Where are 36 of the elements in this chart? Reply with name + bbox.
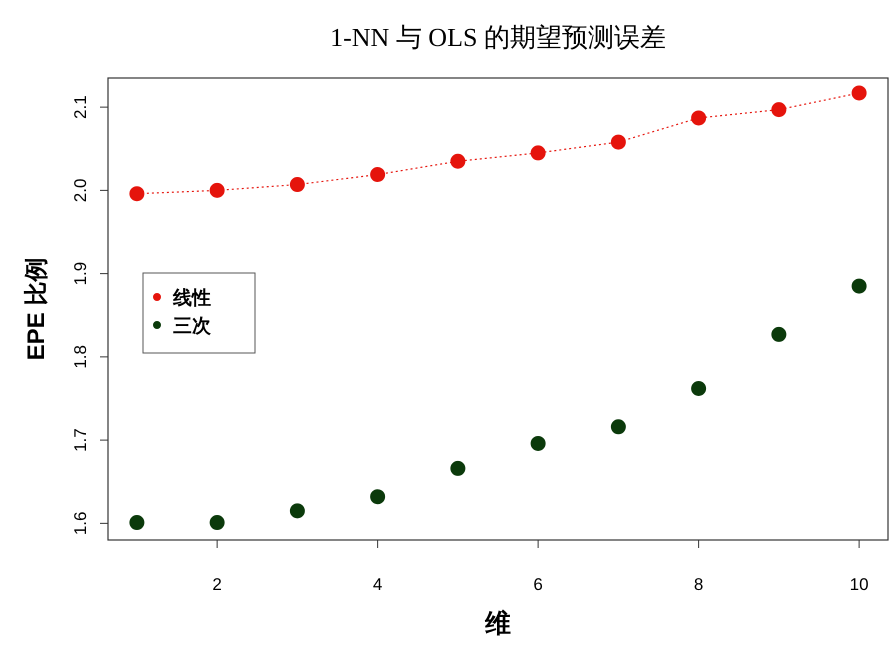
y-tick-label: 1.8 [71,345,90,369]
point [290,503,305,518]
x-tick-label: 2 [212,575,222,594]
point [370,167,386,182]
point [450,154,466,169]
y-tick-label: 1.7 [71,428,90,452]
point [210,182,225,198]
point [370,489,386,504]
x-axis-title: 维 [484,608,511,638]
point [852,278,867,294]
point [129,186,144,202]
point [610,134,626,150]
point [691,110,706,126]
point [450,460,466,476]
y-tick-label: 2.1 [71,95,90,119]
y-tick-label: 1.6 [71,512,90,536]
legend-label: 线性 [172,287,211,309]
legend-label: 三次 [173,316,212,337]
y-axis-title: EPE 比例 [23,258,50,360]
x-tick-label: 8 [694,575,704,594]
point [771,102,786,118]
point [530,436,546,451]
point [771,326,786,342]
point [852,85,867,100]
y-tick-label: 1.9 [71,262,90,286]
point [210,515,225,530]
point [290,177,305,192]
point [129,515,144,530]
x-tick-label: 6 [533,575,543,594]
x-tick-label: 4 [372,575,382,594]
point [530,145,546,160]
x-tick-label: 10 [850,575,869,594]
y-tick-label: 2.0 [71,178,90,202]
point [691,380,706,396]
point [610,419,626,434]
chart-title: 1-NN 与 OLS 的期望预测误差 [330,23,666,52]
